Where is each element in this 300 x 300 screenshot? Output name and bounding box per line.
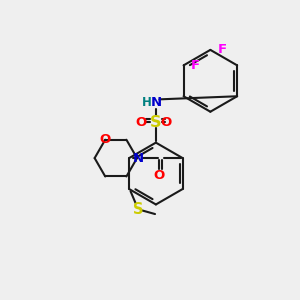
Text: H: H: [142, 96, 152, 110]
Text: S: S: [133, 202, 143, 217]
Text: S: S: [150, 115, 162, 130]
Text: N: N: [150, 96, 161, 110]
Text: F: F: [191, 59, 200, 72]
Text: O: O: [154, 169, 165, 182]
Text: N: N: [132, 152, 143, 165]
Text: O: O: [160, 116, 171, 128]
Text: O: O: [100, 133, 111, 146]
Text: F: F: [218, 44, 227, 56]
Text: O: O: [135, 116, 146, 128]
